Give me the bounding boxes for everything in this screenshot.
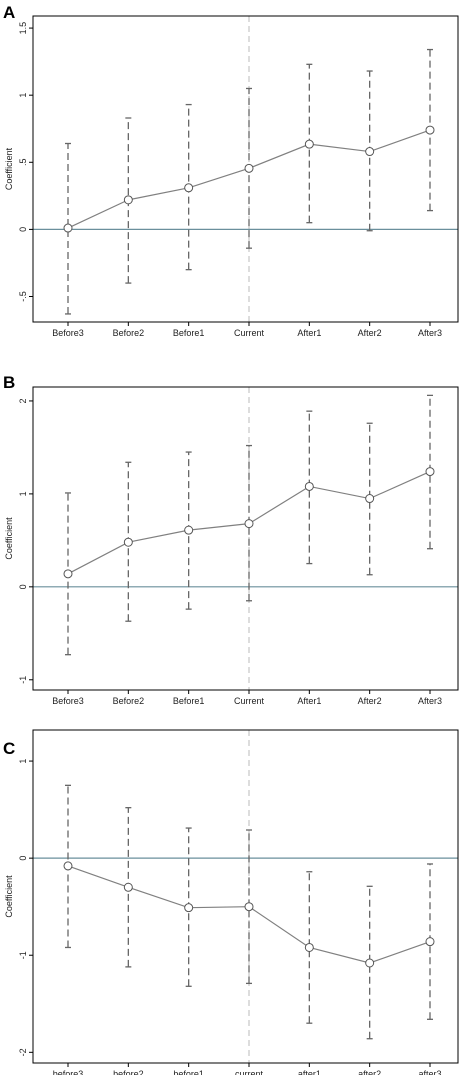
x-tick-label: before2 — [113, 1069, 144, 1075]
y-tick-label: .5 — [18, 159, 28, 167]
point — [123, 537, 133, 547]
x-tick-label: before1 — [173, 1069, 204, 1075]
x-tick-label: Before3 — [52, 328, 84, 338]
point — [123, 195, 133, 205]
y-axis-title: Coefficient — [4, 517, 14, 560]
y-tick-label: -1 — [18, 951, 28, 959]
point — [365, 958, 375, 968]
plot-frame — [32, 729, 459, 1064]
x-tick-label: Before2 — [113, 328, 145, 338]
y-tick-label: -1 — [18, 676, 28, 684]
point — [425, 467, 435, 477]
y-tick-label: 1 — [18, 491, 28, 496]
x-tick-label: Before1 — [173, 328, 205, 338]
y-tick-label: 1.5 — [18, 22, 28, 35]
point — [184, 183, 194, 193]
x-tick-label: current — [235, 1069, 264, 1075]
point — [425, 937, 435, 947]
x-tick-label: after3 — [418, 1069, 441, 1075]
point — [63, 861, 73, 871]
point — [244, 902, 254, 912]
x-tick-label: After2 — [358, 328, 382, 338]
x-tick-label: after2 — [358, 1069, 381, 1075]
x-tick-label: Before1 — [173, 696, 205, 706]
point — [184, 525, 194, 535]
point — [365, 494, 375, 504]
point — [184, 903, 194, 913]
x-tick-label: After1 — [297, 328, 321, 338]
point — [63, 569, 73, 579]
panel-label: B — [3, 373, 15, 392]
y-tick-label: -2 — [18, 1048, 28, 1056]
panel-label: C — [3, 739, 15, 758]
x-tick-label: After3 — [418, 328, 442, 338]
x-tick-label: After3 — [418, 696, 442, 706]
x-tick-label: Current — [234, 328, 265, 338]
x-tick-label: before3 — [53, 1069, 84, 1075]
point — [304, 139, 314, 149]
y-tick-label: 2 — [18, 398, 28, 403]
point — [425, 125, 435, 135]
x-tick-label: after1 — [298, 1069, 321, 1075]
point — [244, 519, 254, 529]
x-tick-label: After2 — [358, 696, 382, 706]
point — [304, 481, 314, 491]
y-tick-label: -.5 — [18, 291, 28, 302]
point — [123, 882, 133, 892]
x-tick-label: Before3 — [52, 696, 84, 706]
plot-frame — [32, 15, 459, 323]
panel-label: A — [3, 3, 15, 22]
y-tick-label: 1 — [18, 93, 28, 98]
point — [63, 223, 73, 233]
y-tick-label: 1 — [18, 759, 28, 764]
plot-frame — [32, 386, 459, 691]
x-tick-label: Before2 — [113, 696, 145, 706]
y-tick-label: 0 — [18, 227, 28, 232]
y-tick-label: 0 — [18, 856, 28, 861]
point — [365, 147, 375, 157]
y-axis-title: Coefficient — [4, 147, 14, 190]
x-tick-label: Current — [234, 696, 265, 706]
y-axis-title: Coefficient — [4, 875, 14, 918]
y-tick-label: 0 — [18, 584, 28, 589]
x-tick-label: After1 — [297, 696, 321, 706]
point — [304, 942, 314, 952]
point — [244, 163, 254, 173]
